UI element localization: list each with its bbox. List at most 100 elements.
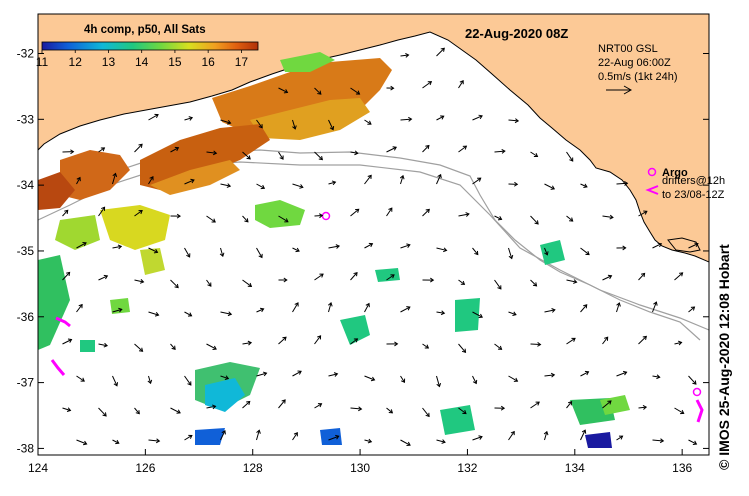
velocity-arrow-head <box>256 429 261 434</box>
velocity-arrow-head <box>293 431 298 437</box>
velocity-arrow-head <box>67 338 73 343</box>
x-axis: 124 126 128 130 132 134 136 <box>28 449 692 475</box>
velocity-arrow-head <box>118 307 123 313</box>
velocity-arrow <box>220 430 226 441</box>
velocity-arrow <box>386 146 397 153</box>
velocity-arrow <box>350 151 358 154</box>
velocity-arrow-head <box>569 217 574 222</box>
velocity-arrow <box>616 435 623 441</box>
velocity-arrow <box>278 87 288 93</box>
velocity-arrow-head <box>690 306 696 311</box>
colorbar-gradient <box>41 41 259 51</box>
velocity-arrow <box>580 429 586 441</box>
velocity-arrow-head <box>224 375 230 381</box>
y-axis: -32 -33 -34 -35 -36 -37 -38 <box>17 46 709 455</box>
velocity-arrow-head <box>187 312 193 317</box>
velocity-arrow <box>580 304 588 313</box>
velocity-arrow-head <box>659 438 665 444</box>
x-tick-label: 124 <box>28 461 48 475</box>
velocity-arrow-head <box>534 220 539 225</box>
velocity-arrow <box>134 279 144 283</box>
colorbar-tick-label: 14 <box>135 55 149 69</box>
velocity-arrow-head <box>390 85 395 91</box>
colorbar-tick-label: 15 <box>168 55 182 69</box>
velocity-arrow <box>638 210 648 217</box>
sst-patches <box>38 52 630 448</box>
colorbar-tick-label: 13 <box>102 55 116 69</box>
velocity-arrow <box>364 119 372 125</box>
velocity-arrow-head <box>66 271 71 277</box>
velocity-arrow <box>530 401 540 409</box>
velocity-arrow-head <box>70 149 75 155</box>
land-australia <box>38 14 709 263</box>
velocity-arrow-head <box>212 150 218 156</box>
velocity-arrow <box>436 311 445 314</box>
colorbar-tick-label: 17 <box>235 55 249 69</box>
colorbar-tick-label: 11 <box>36 55 49 69</box>
velocity-arrow <box>170 343 176 350</box>
velocity-arrow <box>134 343 143 352</box>
drifters-line1: drifters@12h <box>662 175 725 187</box>
velocity-arrow-head <box>680 409 685 415</box>
velocity-arrow-head <box>335 244 341 249</box>
argo-legend: Argo drifters@12h to 23/08-12Z <box>645 167 725 201</box>
velocity-arrow <box>400 439 411 446</box>
velocity-arrow-head <box>694 242 699 247</box>
velocity-arrow-head <box>622 370 628 376</box>
velocity-arrow-head <box>153 248 159 254</box>
velocity-arrow <box>350 87 360 95</box>
drifter-tracks <box>50 316 704 423</box>
velocity-arrow-head <box>244 218 249 223</box>
velocity-arrow-head <box>174 146 180 152</box>
x-tick-label: 128 <box>243 461 263 475</box>
velocity-arrow <box>242 279 252 287</box>
velocity-arrow <box>566 279 577 283</box>
y-tick-label: -38 <box>17 441 35 455</box>
velocity-arrow <box>458 343 466 353</box>
velocity-arrow <box>472 115 483 121</box>
velocity-arrow <box>220 375 229 380</box>
velocity-arrow-head <box>573 279 578 284</box>
velocity-arrow <box>400 244 411 249</box>
x-tick-label: 130 <box>350 461 370 475</box>
y-tick-label: -37 <box>17 376 35 390</box>
velocity-arrow <box>530 151 538 157</box>
velocity-arrow <box>436 174 442 185</box>
velocity-arrow <box>458 213 470 217</box>
velocity-arrow <box>76 242 87 249</box>
velocity-arrow-head <box>584 370 590 376</box>
velocity-arrow <box>386 207 393 217</box>
colorbar-label: 4h comp, p50, All Sats <box>84 24 206 36</box>
velocity-arrow <box>98 206 105 217</box>
velocity-arrow-head <box>388 409 394 414</box>
velocity-arrow-head <box>568 401 573 406</box>
velocity-arrow-head <box>440 115 445 120</box>
velocity-arrow <box>278 399 286 409</box>
velocity-arrow <box>364 439 372 443</box>
velocity-arrow-head <box>283 277 288 283</box>
velocity-arrow <box>170 147 179 153</box>
velocity-arrow-head <box>692 440 698 445</box>
velocity-arrow <box>436 115 444 121</box>
velocity-arrow-head <box>474 250 479 256</box>
velocity-arrow-head <box>461 348 467 353</box>
velocity-arrow <box>112 173 117 185</box>
velocity-arrow <box>602 215 614 218</box>
velocity-arrow-head <box>76 176 81 182</box>
velocity-arrow <box>76 375 85 382</box>
velocity-arrow-head <box>138 347 144 352</box>
velocity-arrow <box>314 151 323 161</box>
velocity-arrow <box>220 247 224 257</box>
velocity-arrow-head <box>211 218 216 223</box>
velocity-arrow-head <box>103 274 109 280</box>
velocity-arrow <box>400 375 405 383</box>
velocity-arrow <box>508 375 518 382</box>
velocity-arrow <box>508 431 515 441</box>
velocity-arrow <box>436 375 440 387</box>
velocity-arrow <box>544 247 548 256</box>
velocity-arrow-head <box>607 400 612 405</box>
velocity-arrow-head <box>585 250 590 256</box>
velocity-arrow-head <box>355 90 361 95</box>
legend-line3: 0.5m/s (1kt 24h) <box>598 71 677 83</box>
